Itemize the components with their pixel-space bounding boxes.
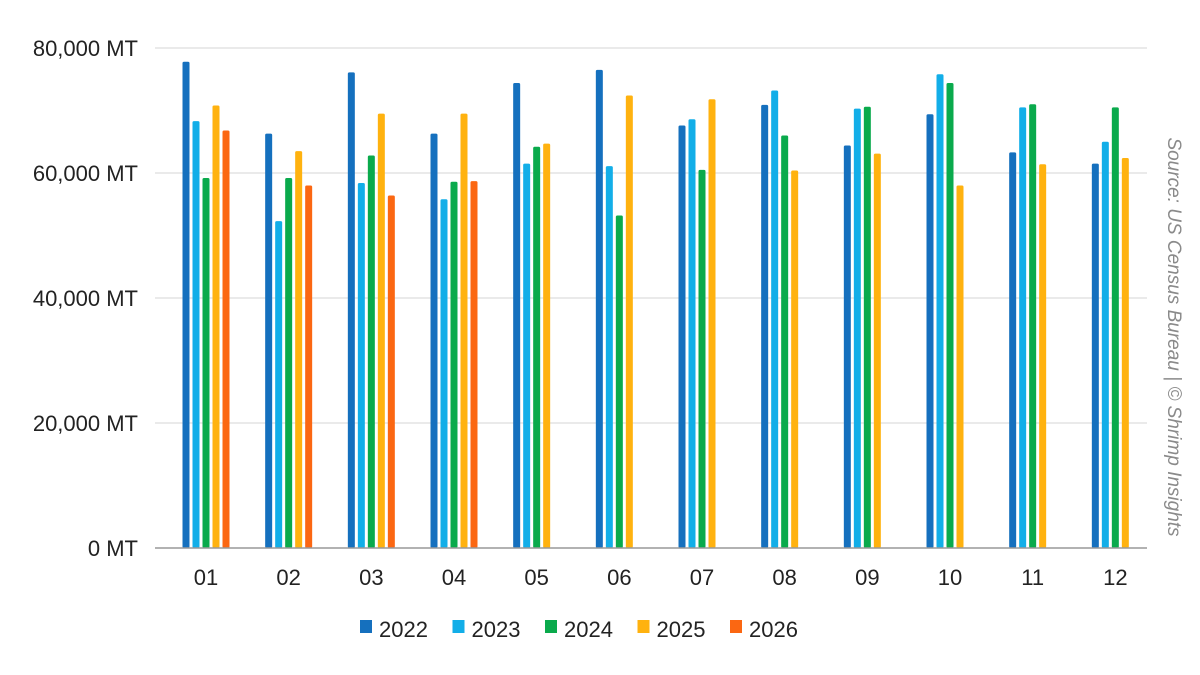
bar-2022-04 (430, 133, 438, 548)
legend-swatch-2022 (360, 620, 372, 633)
bar-2026-01 (222, 130, 230, 548)
bar-2023-11 (1019, 107, 1027, 548)
bar-2024-10 (946, 83, 954, 548)
legend-label-2023: 2023 (472, 617, 521, 642)
bar-2024-07 (698, 169, 706, 548)
legend-label-2022: 2022 (379, 617, 428, 642)
bar-2025-02 (295, 151, 303, 548)
legend-swatch-2023 (452, 620, 465, 633)
bars (182, 61, 1129, 548)
bar-2024-06 (615, 215, 623, 548)
bar-2022-03 (347, 72, 355, 548)
bar-2025-09 (873, 153, 881, 548)
bar-2023-10 (936, 74, 944, 548)
legend-swatch-2024 (545, 620, 557, 633)
y-tick-label: 60,000 MT (33, 161, 138, 186)
bar-2025-03 (377, 113, 385, 548)
x-tick-label: 12 (1103, 565, 1127, 590)
bar-2022-12 (1091, 163, 1099, 548)
y-tick-label: 40,000 MT (33, 286, 138, 311)
x-axis-tick-labels: 01 02 03 04 05 06 07 08 09 10 11 12 (194, 565, 1128, 590)
bar-2022-01 (182, 61, 190, 548)
x-tick-label: 09 (855, 565, 879, 590)
bar-2025-11 (1039, 164, 1047, 548)
x-tick-label: 10 (938, 565, 962, 590)
gridlines (155, 47, 1147, 424)
bar-2025-12 (1121, 158, 1129, 548)
bar-2025-01 (212, 105, 220, 548)
bar-2022-09 (843, 145, 851, 548)
y-tick-label: 20,000 MT (33, 411, 138, 436)
bar-2026-02 (305, 185, 313, 548)
y-tick-label: 0 MT (88, 536, 138, 561)
x-tick-label: 05 (524, 565, 548, 590)
legend-label-2026: 2026 (749, 617, 798, 642)
x-tick-label: 04 (442, 565, 466, 590)
legend-label-2025: 2025 (657, 617, 706, 642)
source-note: Source: US Census Bureau | © Shrimp Insi… (1163, 137, 1184, 537)
bar-2024-11 (1029, 104, 1037, 548)
y-tick-label: 80,000 MT (33, 36, 138, 61)
bar-2022-02 (265, 133, 273, 548)
bar-2023-03 (357, 183, 365, 548)
bar-2022-10 (926, 114, 934, 548)
bar-2022-06 (595, 69, 603, 548)
bar-2025-08 (791, 170, 799, 548)
y-axis-tick-labels: 0 MT 20,000 MT 40,000 MT 60,000 MT 80,000 MT (33, 36, 138, 561)
bar-2024-05 (533, 146, 541, 548)
x-tick-label: 08 (772, 565, 796, 590)
bar-2024-02 (285, 178, 293, 548)
bar-2026-04 (470, 181, 478, 548)
legend-label-2024: 2024 (564, 617, 613, 642)
x-tick-label: 07 (690, 565, 714, 590)
x-tick-label: 03 (359, 565, 383, 590)
bar-2023-04 (440, 199, 448, 548)
bar-2025-07 (708, 99, 716, 548)
bar-2024-09 (863, 106, 871, 548)
bar-2025-06 (625, 95, 633, 548)
bar-2023-06 (605, 166, 613, 548)
bar-2023-01 (192, 121, 200, 548)
bar-2022-07 (678, 125, 686, 548)
legend: 2022 2023 2024 2025 2026 (360, 617, 798, 642)
bar-2023-07 (688, 119, 696, 548)
bar-2025-05 (543, 143, 551, 548)
bar-2023-08 (771, 90, 779, 548)
bar-2022-05 (513, 83, 521, 548)
bar-2026-03 (387, 195, 395, 548)
bar-2022-08 (761, 104, 769, 548)
legend-swatch-2026 (730, 620, 742, 633)
bar-2023-09 (853, 108, 861, 548)
x-tick-label: 11 (1021, 565, 1044, 590)
bar-2024-01 (202, 178, 210, 548)
x-tick-label: 01 (194, 565, 218, 590)
bar-2024-08 (781, 135, 789, 548)
legend-swatch-2025 (637, 620, 650, 633)
bar-2023-12 (1101, 141, 1109, 548)
x-tick-label: 02 (276, 565, 300, 590)
bar-2025-04 (460, 113, 468, 548)
bar-2024-12 (1111, 107, 1119, 548)
bar-2024-04 (450, 181, 458, 548)
bar-2025-10 (956, 185, 964, 548)
bar-2024-03 (367, 155, 375, 548)
bar-2023-02 (275, 221, 283, 548)
x-tick-label: 06 (607, 565, 631, 590)
bar-2023-05 (523, 163, 531, 548)
bar-2022-11 (1009, 152, 1017, 548)
